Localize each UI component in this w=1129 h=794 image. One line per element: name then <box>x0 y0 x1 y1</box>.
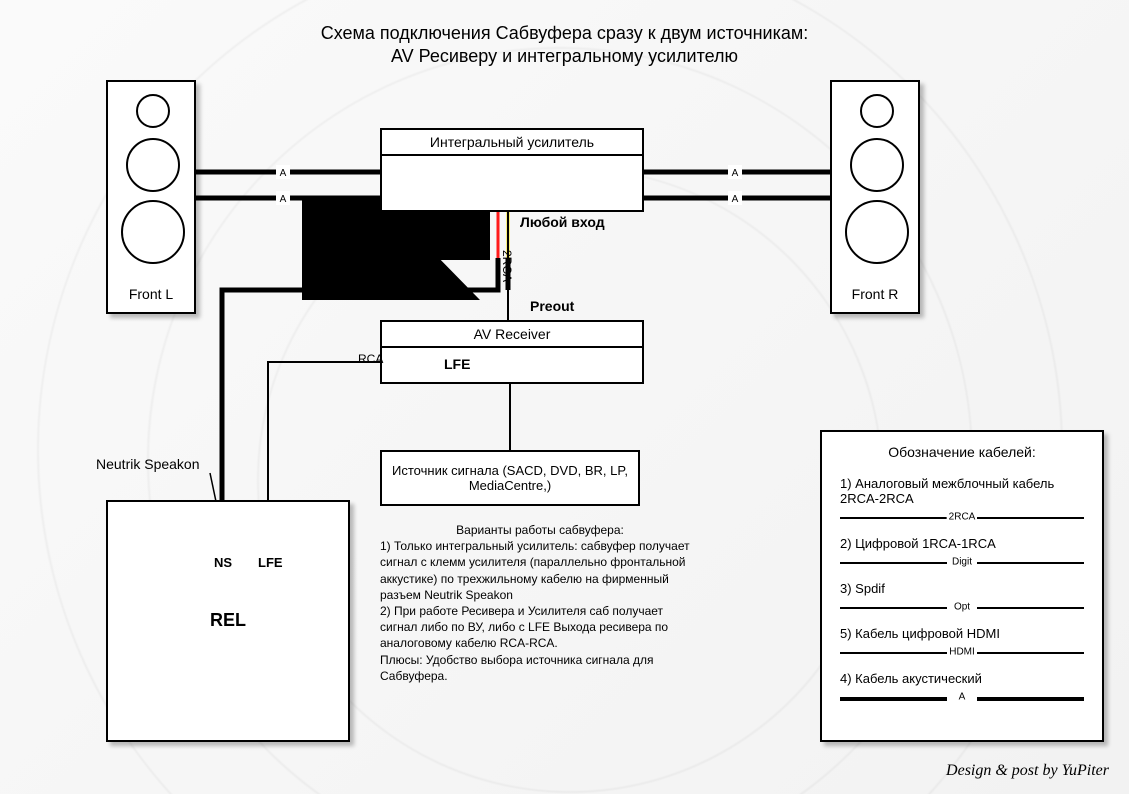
legend-cable-line: Digit <box>840 553 1084 571</box>
rel-lfe-label: LFE <box>258 555 283 570</box>
neutrik-label: Neutrik Speakon <box>96 456 200 472</box>
rel-ns-label: NS <box>214 555 232 570</box>
legend-item: 5) Кабель цифровой HDMI <box>840 626 1084 641</box>
av-receiver-label: AV Receiver <box>382 322 642 348</box>
title-line2: AV Ресиверу и интегральному усилителю <box>391 46 738 66</box>
amp-input-label: Любой вход <box>520 214 605 230</box>
rca2-label: 2RCA <box>500 250 514 282</box>
tweeter-icon <box>136 94 170 128</box>
legend-cable-mid: 2RCA <box>947 512 978 523</box>
signature: Design & post by YuPiter <box>946 762 1109 780</box>
notes-title: Варианты работы сабвуфера: <box>380 522 700 538</box>
legend-box: Обозначение кабелей: 1) Аналоговый межбл… <box>820 430 1104 742</box>
legend-item: 2) Цифровой 1RCA-1RCA <box>840 536 1084 551</box>
source-box: Источник сигнала (SACD, DVD, BR, LP, Med… <box>380 450 640 506</box>
speaker-right: Front R <box>830 80 920 314</box>
source-label: Источник сигнала (SACD, DVD, BR, LP, Med… <box>386 463 634 493</box>
legend-title: Обозначение кабелей: <box>822 444 1102 460</box>
legend-cable-mid: Opt <box>952 602 972 613</box>
rel-label: REL <box>108 610 348 631</box>
woofer-icon <box>845 200 909 264</box>
legend-item: 4) Кабель акустический <box>840 671 1084 686</box>
speaker-right-label: Front R <box>832 286 918 302</box>
legend-cable-line: HDMI <box>840 643 1084 661</box>
speaker-left-label: Front L <box>108 286 194 302</box>
speaker-left: Front L <box>106 80 196 314</box>
legend-cable-mid: HDMI <box>947 647 977 658</box>
rel-box: NS LFE REL <box>106 500 350 742</box>
woofer-icon <box>121 200 185 264</box>
legend-cable-line: 2RCA <box>840 508 1084 526</box>
legend-cable-mid: Digit <box>950 557 974 568</box>
mid-driver-icon <box>126 138 180 192</box>
notes-block: Варианты работы сабвуфера: 1) Только инт… <box>380 522 700 684</box>
preout-label: Preout <box>530 298 574 314</box>
av-lfe-label: LFE <box>444 356 470 372</box>
page-title: Схема подключения Сабвуфера сразу к двум… <box>0 22 1129 69</box>
mid-driver-icon <box>850 138 904 192</box>
amp-box: Интегральный усилитель <box>380 128 644 212</box>
legend-item: 3) Spdif <box>840 581 1084 596</box>
title-line1: Схема подключения Сабвуфера сразу к двум… <box>321 23 809 43</box>
legend-cable-line: A <box>840 688 1084 706</box>
legend-item: 1) Аналоговый межблочный кабель 2RCA-2RC… <box>840 476 1084 506</box>
legend-cable-line: Opt <box>840 598 1084 616</box>
rca-label: RCA <box>358 352 383 366</box>
tweeter-icon <box>860 94 894 128</box>
legend-cable-mid: A <box>957 692 968 703</box>
amp-label: Интегральный усилитель <box>382 130 642 156</box>
notes-body: 1) Только интегральный усилитель: сабвуф… <box>380 538 700 684</box>
av-receiver-box: AV Receiver LFE <box>380 320 644 384</box>
